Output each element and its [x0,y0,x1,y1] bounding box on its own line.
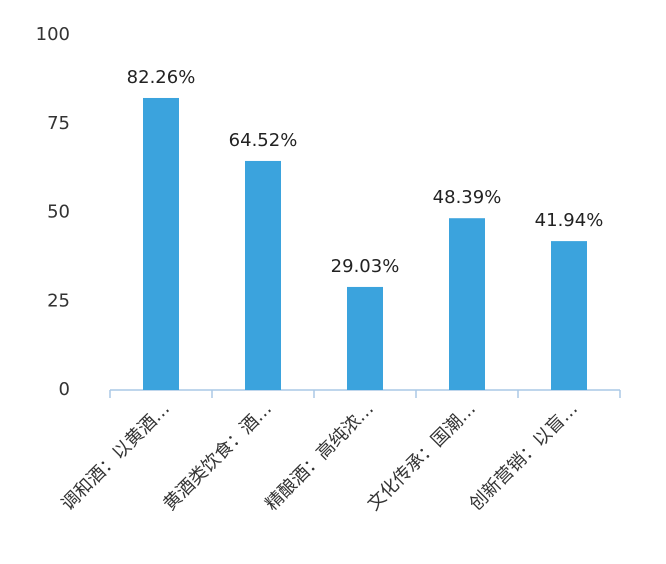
value-label: 82.26% [127,67,196,88]
x-tick-label: 黄酒类饮食：酒… [159,398,276,515]
bar [449,218,485,390]
y-tick-label: 25 [47,290,70,311]
x-tick-label: 精酿酒：高纯浓… [261,398,378,515]
bar [143,97,179,391]
y-tick-label: 100 [36,24,70,45]
x-tick-label: 文化传承：国潮… [363,398,480,515]
x-tick-label: 创新营销：以盲… [465,398,582,515]
value-label: 41.94% [535,210,604,231]
bar [551,241,587,390]
y-tick-label: 75 [47,113,70,134]
bar [245,160,281,390]
bar [347,286,383,390]
value-label: 48.39% [433,187,502,208]
value-label: 64.52% [229,130,298,151]
value-label: 29.03% [331,256,400,277]
y-tick-label: 0 [59,379,70,400]
y-tick-label: 50 [47,202,70,223]
x-tick-label: 调和酒：以黄酒… [57,398,174,515]
